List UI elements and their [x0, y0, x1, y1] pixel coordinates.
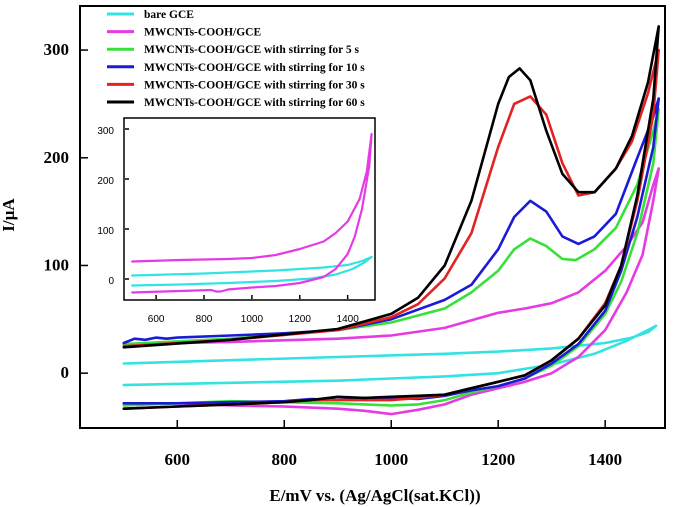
inset-frame: [123, 117, 376, 301]
y-tick-label: 100: [44, 255, 70, 274]
inset-curves: [131, 132, 373, 294]
inset-plot: 600 800 1000 1200 1400 0 100 200 300: [97, 117, 376, 325]
legend-label: MWCNTs-COOH/GCE with stirring for 30 s: [144, 79, 365, 91]
plot-frame: [79, 5, 666, 429]
legend: bare GCE MWCNTs-COOH/GCE MWCNTs-COOH/GCE w…: [107, 9, 365, 109]
inset-series-bare-gce: [131, 255, 373, 287]
x-tick-label: 1400: [588, 450, 622, 469]
legend-label: bare GCE: [144, 9, 194, 21]
inset-y-tick-label: 100: [97, 226, 114, 237]
legend-label: MWCNTs-COOH/GCE: [144, 27, 261, 39]
inset-x-tick-label: 800: [196, 314, 213, 325]
series-bare-gce: [122, 324, 658, 387]
inset-series-mwcnts-cooh-gce: [131, 132, 373, 294]
series-mwcnts-cooh-gce-with-stirring-for-30-s: [122, 48, 660, 410]
inset-x-axis-ticks: 600 800 1000 1200 1400: [148, 295, 359, 325]
y-tick-label: 200: [44, 148, 70, 167]
inset-x-tick-label: 1000: [241, 314, 264, 325]
inset-y-tick-label: 0: [108, 276, 114, 287]
inset-x-tick-label: 1200: [289, 314, 312, 325]
x-tick-label: 600: [165, 450, 191, 469]
inset-y-tick-label: 300: [97, 126, 114, 137]
inset-x-tick-label: 600: [148, 314, 165, 325]
series-mwcnts-cooh-gce-with-stirring-for-5-s: [122, 108, 660, 407]
legend-label: MWCNTs-COOH/GCE with stirring for 10 s: [144, 62, 365, 74]
legend-label: MWCNTs-COOH/GCE with stirring for 60 s: [144, 97, 365, 109]
x-tick-label: 1200: [481, 450, 515, 469]
x-tick-label: 1000: [374, 450, 408, 469]
y-axis-ticks: 0 100 200 300: [44, 40, 88, 382]
series-mwcnts-cooh-gce: [122, 167, 660, 416]
x-tick-label: 800: [271, 450, 297, 469]
inset-x-tick-label: 1400: [337, 314, 360, 325]
x-axis-title: E/mV vs. (Ag/AgCl(sat.KCl)): [269, 486, 480, 505]
plot-curves: [122, 25, 660, 416]
y-tick-label: 0: [61, 363, 70, 382]
inset-y-axis-ticks: 0 100 200 300: [97, 126, 129, 287]
y-tick-label: 300: [44, 40, 70, 59]
legend-label: MWCNTs-COOH/GCE with stirring for 5 s: [144, 44, 360, 56]
y-axis-title: I/µA: [0, 198, 18, 232]
x-axis-ticks: 600 800 1000 1200 1400: [165, 420, 622, 469]
inset-y-tick-label: 200: [97, 176, 114, 187]
series-mwcnts-cooh-gce-with-stirring-for-60-s: [122, 25, 660, 410]
